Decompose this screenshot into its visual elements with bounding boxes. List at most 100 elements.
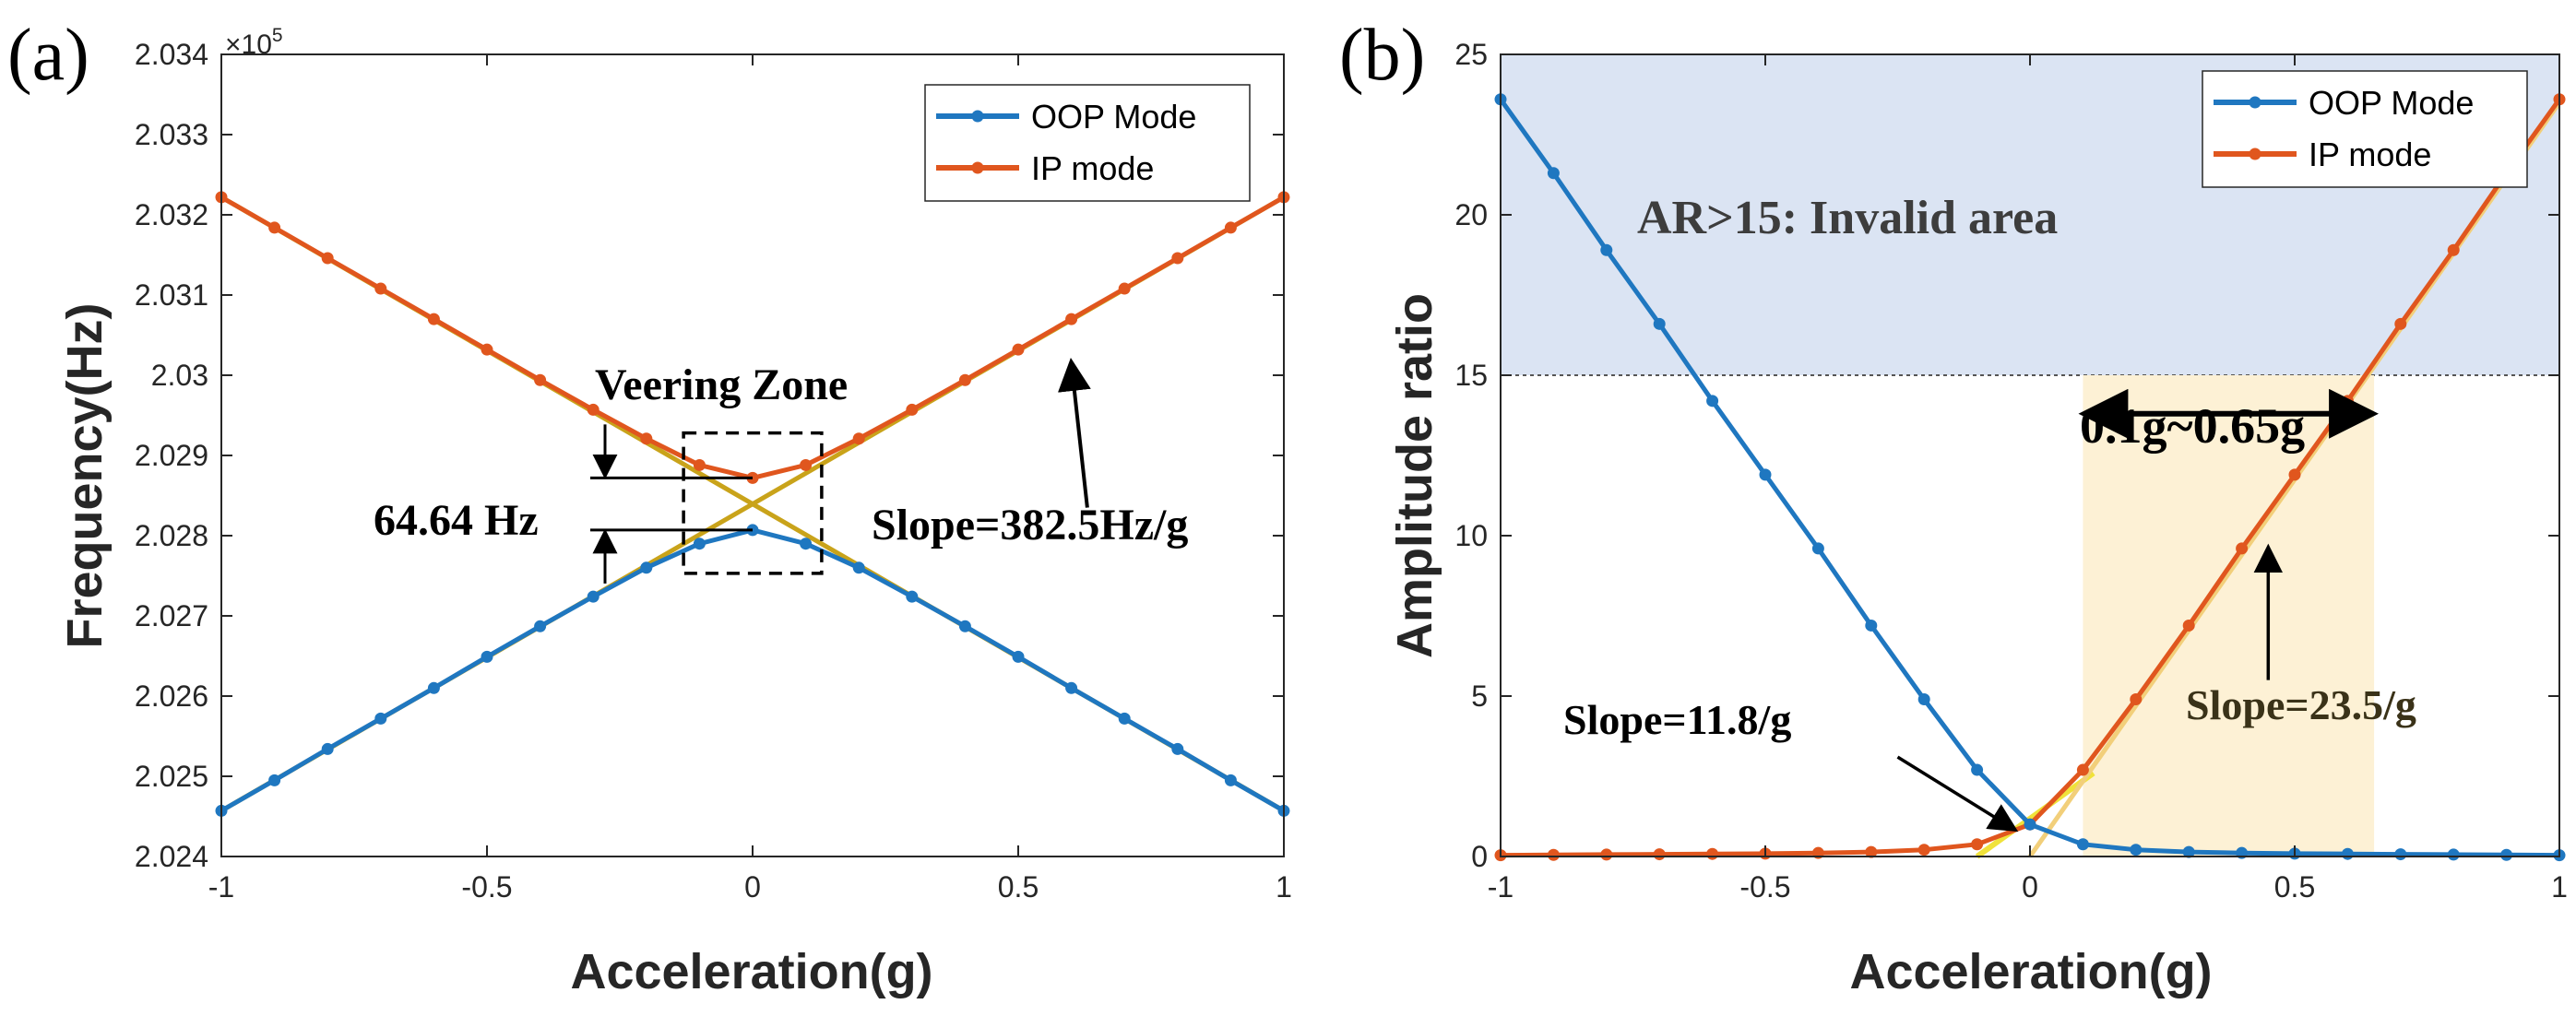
panel-a-y-axis-title: Frequency(Hz) [57, 302, 113, 648]
panel-a-y-tick-label-10: 2.034 [135, 38, 208, 71]
slope1-arrow [1896, 755, 2019, 833]
panel-b-annotations: AR>15: Invalid area 0.1g~0.65g Slope=11.… [1563, 192, 2416, 833]
panel-a-annotations: Veering Zone 64.64 Hz Slope=382.5Hz/g [374, 357, 1188, 584]
panel-a-y-tick-label-2: 2.026 [135, 679, 208, 713]
panel-b-oop-point-7 [1865, 619, 1878, 632]
panel-b-x-tick-label-1: -0.5 [1739, 870, 1790, 904]
panel-b-oop-point-6 [1811, 542, 1824, 555]
panel-a-ip-point-15 [1012, 343, 1025, 356]
panel-b-legend-oop-marker [2249, 96, 2261, 109]
panel-a-oop-point-4 [427, 681, 440, 694]
panel-a-oop-point-12 [852, 561, 865, 574]
panel-b-ip-point-18 [2447, 243, 2460, 256]
panel-b-y-tick-label-3: 15 [1454, 359, 1488, 392]
panel-a-y-multiplier: ×105 [225, 25, 283, 60]
panel-b-x-tick-label-0: -1 [1488, 870, 1514, 904]
panel-a-ip-point-7 [587, 403, 599, 416]
panel-b-y-tick-label-5: 25 [1454, 38, 1488, 71]
panel-a-x-axis-title: Acceleration(g) [570, 944, 932, 999]
panel-b-x-axis-title: Acceleration(g) [1849, 944, 2212, 999]
panel-b-legend-box [2202, 70, 2528, 188]
panel-a-oop-point-15 [1012, 650, 1025, 663]
panel-a-legend: OOP Mode IP mode [924, 84, 1251, 202]
panel-b-x-tick-label-2: 0 [2022, 870, 2038, 904]
panel-a-ip-point-12 [852, 432, 865, 445]
panel-b-label: (b) [1339, 15, 1425, 96]
panel-b-ip-point-3 [1653, 848, 1666, 861]
panel-b-ip-point-1 [1547, 848, 1560, 861]
panel-b-ip-point-12 [2130, 692, 2143, 705]
panel-b-oop-point-13 [2182, 845, 2195, 858]
panel-a-ip-point-17 [1118, 282, 1131, 295]
panel-b-oop-point-1 [1547, 167, 1560, 180]
panel-a-ip-point-1 [268, 221, 281, 234]
panel-b-ip-point-2 [1600, 848, 1613, 861]
panel-a-ip-point-9 [693, 458, 706, 471]
panel-a-oop-point-14 [958, 620, 971, 632]
panel-b-x-tick-label-3: 0.5 [2274, 870, 2315, 904]
panel-b-legend: OOP Mode IP mode [2202, 70, 2528, 188]
panel-a-oop-point-18 [1171, 742, 1184, 755]
panel-a-legend-ip-marker [971, 161, 984, 174]
range-label: 0.1g~0.65g [2080, 398, 2305, 454]
panel-b-y-tick-label-2: 10 [1454, 519, 1488, 552]
panel-b-fit-line-0 [1975, 771, 2095, 859]
panel-b-legend-ip-marker [2249, 148, 2261, 160]
panel-a-ip-point-8 [640, 432, 653, 445]
panel-a-oop-point-17 [1118, 712, 1131, 725]
panel-a-legend-ip-label: IP mode [1031, 149, 1154, 187]
slope-a-label: Slope=382.5Hz/g [872, 501, 1188, 549]
panel-b-oop-point-8 [1917, 692, 1930, 705]
panel-a-ip-point-4 [427, 313, 440, 325]
veering-zone-label: Veering Zone [595, 360, 848, 409]
panel-a-oop-point-2 [321, 742, 334, 755]
panel-a-oop-point-8 [640, 561, 653, 574]
panel-b-ip-point-11 [2076, 763, 2089, 776]
panel-a-y-tick-label-3: 2.027 [135, 599, 208, 632]
panel-a-ip-point-5 [481, 343, 493, 356]
panel-a-y-tick-label-8: 2.032 [135, 198, 208, 231]
panel-b-oop-point-4 [1706, 395, 1719, 408]
panel-a-y-tick-label-5: 2.029 [135, 439, 208, 472]
panel-b-oop-point-2 [1600, 243, 1613, 256]
panel-b-ip-point-9 [1971, 838, 1984, 851]
panel-a-label: (a) [7, 15, 89, 96]
panel-b-oop-point-18 [2447, 848, 2460, 861]
panel-b-y-tick-label-4: 20 [1454, 198, 1488, 231]
panel-b-y-axis-title: Amplitude ratio [1387, 293, 1442, 658]
panel-b-oop-point-16 [2341, 847, 2354, 860]
panel-a-y-tick-label-6: 2.03 [151, 359, 208, 392]
panel-b-ip-point-13 [2182, 619, 2195, 632]
panel-a-y-tick-label-7: 2.031 [135, 278, 208, 312]
panel-b-y-tick-label-1: 5 [1471, 679, 1488, 713]
panel-b-oop-point-9 [1971, 763, 1984, 776]
panel-a-ip-point-6 [534, 373, 547, 386]
panel-a-y-tick-label-4: 2.028 [135, 519, 208, 552]
panel-b-oop-point-10 [2024, 818, 2036, 831]
panel-a-oop-point-9 [693, 538, 706, 550]
invalid-area-label: AR>15: Invalid area [1637, 192, 2058, 244]
panel-a: (a) -1 -0.5 0 0.5 1 2.024 2.025 2.026 2.027 2.028… [7, 15, 1292, 999]
panel-a-ip-point-19 [1224, 221, 1237, 234]
panel-a-ip-point-16 [1065, 313, 1078, 325]
panel-a-y-tick-label-9: 2.033 [135, 118, 208, 151]
panel-a-oop-point-16 [1065, 681, 1078, 694]
panel-a-ip-point-13 [906, 403, 919, 416]
panel-b-ip-point-7 [1865, 845, 1878, 858]
panel-a-ip-point-2 [321, 252, 334, 265]
panel-a-axes: -1 -0.5 0 0.5 1 2.024 2.025 2.026 2.027 2.028 2.02… [135, 38, 1292, 904]
panel-a-oop-point-7 [587, 590, 599, 603]
panel-a-y-tick-label-0: 2.024 [135, 840, 208, 873]
panel-a-x-tick-label-3: 0.5 [998, 870, 1039, 904]
panel-b-oop-point-19 [2500, 848, 2513, 861]
veering-zone-box [682, 431, 824, 575]
operating-range-region [2083, 375, 2375, 857]
panel-a-legend-box [924, 84, 1251, 202]
panel-a-oop-point-3 [374, 712, 387, 725]
panel-a-oop-point-19 [1224, 774, 1237, 786]
panel-b-oop-point-17 [2394, 848, 2407, 861]
panel-b-ip-point-17 [2394, 317, 2407, 330]
panel-b-regions [1501, 54, 2559, 857]
